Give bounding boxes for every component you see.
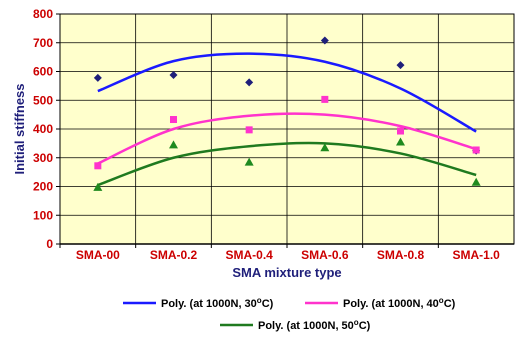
data-point — [321, 95, 329, 103]
y-axis-title: Initial stiffness — [12, 83, 27, 174]
legend: Poly. (at 1000N, 30oC) Poly. (at 1000N, 4… — [123, 296, 456, 332]
y-tick-label: 800 — [33, 7, 53, 21]
y-tick-label: 500 — [33, 93, 53, 107]
data-point — [245, 126, 253, 134]
data-point — [472, 146, 480, 154]
data-point — [320, 36, 329, 45]
data-point — [93, 73, 102, 82]
legend-label: Poly. (at 1000N, 50oC) — [258, 318, 371, 332]
y-tick-labels: 0 100 200 300 400 500 600 700 800 — [33, 7, 60, 251]
data-point — [170, 116, 177, 124]
x-tick-label: SMA-1.0 — [452, 248, 500, 262]
data-point — [245, 78, 254, 87]
data-point — [320, 143, 330, 152]
y-tick-label: 200 — [33, 180, 53, 194]
data-point — [169, 140, 178, 149]
trend-lines — [97, 52, 477, 187]
data-markers — [93, 36, 481, 191]
y-tick-label: 600 — [33, 65, 53, 79]
trend-line — [97, 52, 477, 133]
y-tick-label: 300 — [33, 151, 53, 165]
x-axis-title: SMA mixture type — [232, 265, 341, 280]
data-point — [244, 157, 254, 166]
data-point — [471, 177, 481, 186]
y-tick-label: 400 — [33, 122, 53, 136]
x-tick-label: SMA-0.2 — [150, 248, 198, 262]
trend-line — [97, 112, 477, 165]
grid-lines — [60, 14, 514, 244]
y-tick-label: 0 — [46, 237, 53, 251]
trend-line — [97, 141, 477, 187]
legend-label: Poly. (at 1000N, 40oC) — [343, 296, 456, 310]
x-tick-labels: SMA-00 SMA-0.2 SMA-0.4 SMA-0.6 SMA-0.8 SMA-1.… — [59, 244, 500, 262]
data-point — [169, 70, 178, 79]
y-tick-label: 700 — [33, 36, 53, 50]
x-tick-label: SMA-0.8 — [377, 248, 425, 262]
y-tick-label: 100 — [33, 208, 53, 222]
x-tick-label: SMA-0.6 — [301, 248, 349, 262]
data-point — [94, 162, 102, 170]
data-point — [93, 182, 103, 191]
legend-label: Poly. (at 1000N, 30oC) — [161, 296, 274, 310]
data-point — [396, 137, 405, 146]
x-tick-label: SMA-00 — [76, 248, 120, 262]
x-tick-label: SMA-0.4 — [225, 248, 273, 262]
data-point — [397, 127, 404, 135]
data-point — [396, 61, 405, 70]
